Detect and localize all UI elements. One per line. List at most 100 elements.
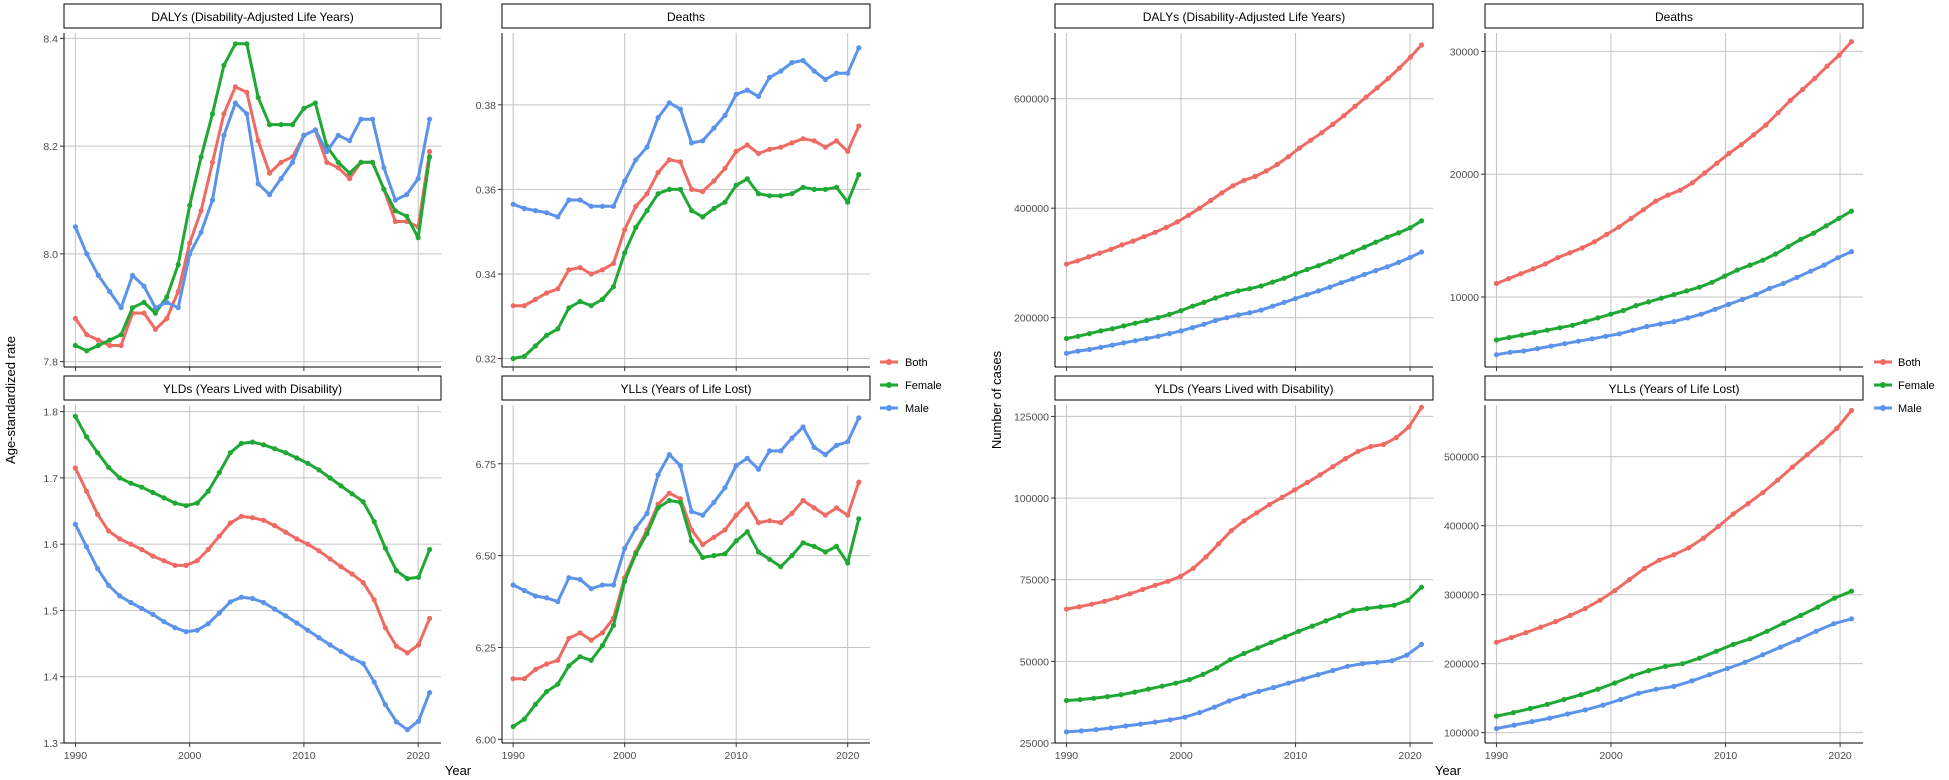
panel-1-series-male-point-17 [700, 138, 706, 144]
panel-1-series-both-point-5 [566, 267, 572, 273]
panel-7-ytick-label-3: 400000 [1444, 521, 1479, 533]
panel-7-series-both-point-16 [1730, 511, 1736, 517]
panel-5-series-male-point-8 [1603, 333, 1609, 339]
panel-1-series-male-point-7 [588, 203, 594, 209]
panel-1-series-male-point-30 [845, 70, 851, 76]
panel-4-series-male-point-4 [1109, 342, 1115, 348]
panel-4-series-both-point-20 [1285, 154, 1291, 160]
panel-5-series-female-point-25 [1810, 230, 1817, 236]
panel-6-series-female-line [1066, 586, 1423, 702]
panel-7-series-male-point-0 [1493, 725, 1500, 732]
panel-5-series-female-point-9 [1608, 311, 1614, 317]
panel-7-series-both-point-12 [1671, 552, 1677, 558]
panel-3-series-male-point-15 [677, 463, 684, 469]
panel-7-series-female-point-18 [1798, 612, 1804, 619]
panel-4-series-male-point-13 [1212, 317, 1218, 324]
panel-6-series-male-point-8 [1182, 714, 1188, 720]
panel-5-series-both-point-23 [1775, 110, 1781, 116]
panel-2-series-female-point-4 [117, 475, 123, 481]
panel-0-series-both-point-14 [232, 84, 238, 90]
panel-4-series-both-point-13 [1208, 197, 1214, 204]
panel-2-series-male-point-5 [128, 599, 134, 606]
panel-7-series-female-point-21 [1848, 588, 1855, 594]
panel-6-series-both-point-8 [1165, 578, 1171, 584]
panel-0-series-male-point-9 [175, 305, 181, 311]
panel-4-series-both-point-17 [1252, 173, 1258, 180]
panel-1-series-both-point-29 [833, 138, 840, 144]
panel-2-series-both-point-31 [415, 642, 422, 648]
panel-5-series-male-point-14 [1685, 315, 1691, 321]
panel-5-series-male-point-19 [1753, 292, 1759, 298]
panel-4-series-female-point-1 [1075, 333, 1081, 339]
panel-4-series-female-point-7 [1144, 317, 1150, 324]
panel-5-series-female-point-22 [1772, 251, 1779, 257]
panel-6-xtick-label-0: 1990 [1055, 750, 1079, 762]
panel-4-title-strip [1054, 3, 1434, 29]
panel-6-series-male-point-9 [1197, 710, 1203, 716]
panel-1-series-both-point-1 [521, 303, 527, 309]
panel-7-series-male-point-5 [1582, 707, 1588, 713]
panel-6-series-male-point-15 [1285, 680, 1291, 686]
panel-7-ytick-label-2: 300000 [1444, 590, 1479, 602]
panel-1-series-female-point-1 [521, 353, 527, 359]
panel-2-series-female-point-24 [338, 483, 344, 489]
panel-0-series-both-point-22 [324, 159, 330, 165]
panel-2-series-both-point-3 [106, 528, 112, 534]
panel-3-series-male-point-30 [845, 439, 851, 445]
panel-0-series-female-point-9 [175, 262, 181, 268]
panel-1-series-male-point-8 [599, 203, 606, 209]
panel-1-series-male-point-27 [811, 68, 817, 74]
panel-3-series-female-point-1 [521, 716, 527, 722]
panel-3-series-female-point-10 [622, 578, 628, 584]
panel-0-series-male-point-19 [289, 159, 296, 165]
panel-5-series-female-point-28 [1848, 208, 1855, 214]
panel-1-series-both-point-14 [666, 157, 672, 163]
panel-3-series-female-point-17 [700, 554, 706, 561]
panel-4-series-female-point-30 [1407, 225, 1413, 231]
panel-4-series-female-point-11 [1189, 303, 1196, 309]
panel-1-series-female-point-15 [677, 186, 684, 192]
panel-7-series-male-point-13 [1724, 665, 1730, 672]
panel-2-series-both-point-15 [238, 513, 244, 519]
panel-2-series-female-point-12 [205, 488, 211, 494]
panel-4-series-both-point-32 [1418, 42, 1425, 48]
panel-6: YLDs (Years Lived with Disability) 1990 20… [1014, 375, 1434, 762]
panel-7-series-female-point-6 [1595, 686, 1601, 692]
panel-2-series-male-point-28 [382, 702, 388, 708]
panel-2-series-male-point-14 [227, 599, 233, 605]
panel-0-series-both-point-4 [118, 342, 124, 349]
panel-3-series-both-point-22 [755, 520, 762, 526]
panel-3-series-female-point-21 [744, 529, 750, 535]
panel-1-series-female-point-13 [655, 191, 661, 197]
panel-1-series-both-point-19 [722, 165, 728, 171]
panel-6-series-both-point-14 [1241, 518, 1247, 524]
panel-6-series-both-point-24 [1368, 443, 1374, 450]
panel-4-series-male-point-21 [1304, 292, 1310, 298]
panel-2-xtick-label-3: 2020 [406, 750, 430, 762]
panel-6-xtick-label-2: 2010 [1284, 750, 1308, 762]
panel-5: Deaths1990200020102020100002000030000 [1450, 3, 1864, 386]
panel-4-ytick-label-1: 400000 [1014, 203, 1049, 215]
panel-0-series-both-point-1 [84, 332, 90, 338]
panel-2-series-male-point-7 [150, 611, 156, 618]
panel-1-series-male-point-20 [733, 91, 739, 97]
panel-4-series-male-point-16 [1247, 310, 1253, 316]
panel-6-ytick-label-4: 125000 [1014, 411, 1049, 423]
panel-2-series-both-point-18 [272, 523, 278, 529]
panel-4-series-male-point-8 [1155, 333, 1161, 339]
panel-2-series-male-point-16 [249, 595, 256, 602]
panel-4-series-male-point-14 [1224, 315, 1230, 321]
panel-0-series-male-point-4 [118, 305, 124, 311]
panel-3-series-both-point-31 [856, 479, 862, 485]
panel-4-series-both-point-19 [1274, 161, 1280, 167]
panel-0-series-female-point-19 [289, 122, 296, 128]
panel-6-series-male-point-24 [1418, 641, 1425, 648]
panel-4-series-both-point-23 [1319, 130, 1325, 136]
panel-4-series-female-point-18 [1270, 279, 1276, 285]
legend-right-both-dot [1880, 359, 1886, 365]
panel-3-ytick-label-1: 6.25 [476, 642, 497, 654]
panel-5-series-male-point-23 [1808, 268, 1814, 274]
panel-3-ytick-label-0: 6.00 [476, 734, 497, 746]
panel-3-series-male-point-9 [610, 582, 617, 588]
panel-1-series-female-point-7 [588, 303, 594, 309]
